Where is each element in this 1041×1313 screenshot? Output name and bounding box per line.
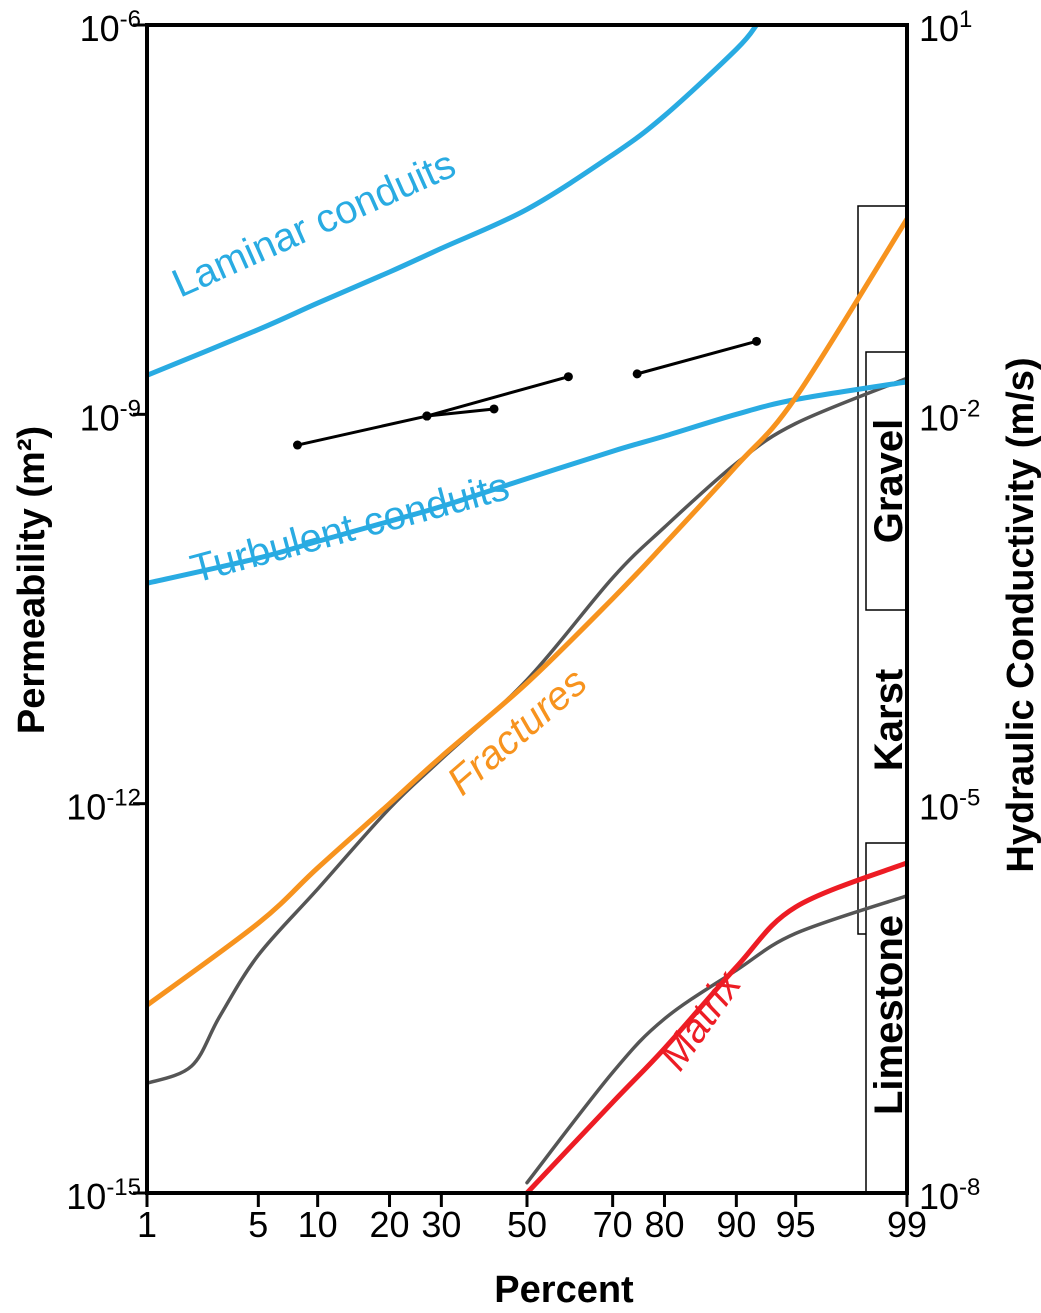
turbulent-conduits-line [147, 379, 907, 586]
x-tick-label: 5 [248, 1204, 268, 1245]
y-tick-label: 10-12 [66, 785, 141, 828]
measured-segment [636, 339, 757, 376]
y-axis-title: Permeability (m²) [11, 426, 53, 734]
gravel-bar [865, 351, 908, 611]
laminar-conduits-line [147, 25, 759, 378]
y2-axis-title: Hydraulic Conductivity (m/s) [1000, 357, 1041, 872]
fractures-line [147, 216, 907, 1008]
y2-tick-label: 10-8 [919, 1174, 980, 1217]
tick-layer: 1 5 10 20 30 50 70 80 90 95 99 10-15 10-12 10-9 10-6 10… [66, 6, 980, 1245]
x-tick-label: 10 [298, 1204, 338, 1245]
y-tick-label: 10-15 [66, 1174, 141, 1217]
y2-tick-label: 10-2 [919, 395, 980, 438]
karst-label: Karst [867, 669, 911, 771]
y2-tick-label: 10-5 [919, 785, 980, 828]
plot-frame [145, 23, 909, 1195]
limestone-label: Limestone [867, 915, 911, 1115]
x-tick-label: 95 [776, 1204, 816, 1245]
x-tick-label: 80 [644, 1204, 684, 1245]
measured-point [489, 404, 499, 414]
y-tick-label: 10-9 [80, 395, 141, 438]
y2-tick-label: 101 [919, 6, 972, 49]
x-tick-label: 1 [137, 1204, 157, 1245]
measured-segment [297, 414, 428, 447]
gravel-label: Gravel [867, 419, 911, 544]
turbulent-conduits-label: Turbulent conduits [186, 464, 514, 591]
distribution-5-line [525, 894, 907, 1185]
measured-point [422, 411, 432, 421]
x-tick-label: 70 [593, 1204, 633, 1245]
laminar-conduits-label: Laminar conduits [166, 142, 462, 306]
x-tick-label: 20 [370, 1204, 410, 1245]
x-tick-label: 30 [421, 1204, 461, 1245]
measured-point [632, 369, 642, 379]
x-tick-label: 99 [887, 1204, 927, 1245]
rock-bars [857, 205, 908, 1194]
matrix-line [524, 860, 907, 1193]
x-tick-label: 50 [507, 1204, 547, 1245]
matrix-label: Matrix [651, 962, 751, 1078]
series-layer [147, 25, 907, 1193]
x-tick-label: 90 [716, 1204, 756, 1245]
measured-layer [292, 336, 762, 450]
measured-segment [426, 375, 569, 418]
measured-segment [426, 407, 495, 418]
x-axis-title: Percent [494, 1269, 634, 1311]
fractures-label: Fractures [439, 660, 595, 804]
measured-point [292, 440, 302, 450]
y-tick-label: 10-6 [80, 6, 141, 49]
measured-point [752, 336, 762, 346]
measured-point [563, 372, 573, 382]
